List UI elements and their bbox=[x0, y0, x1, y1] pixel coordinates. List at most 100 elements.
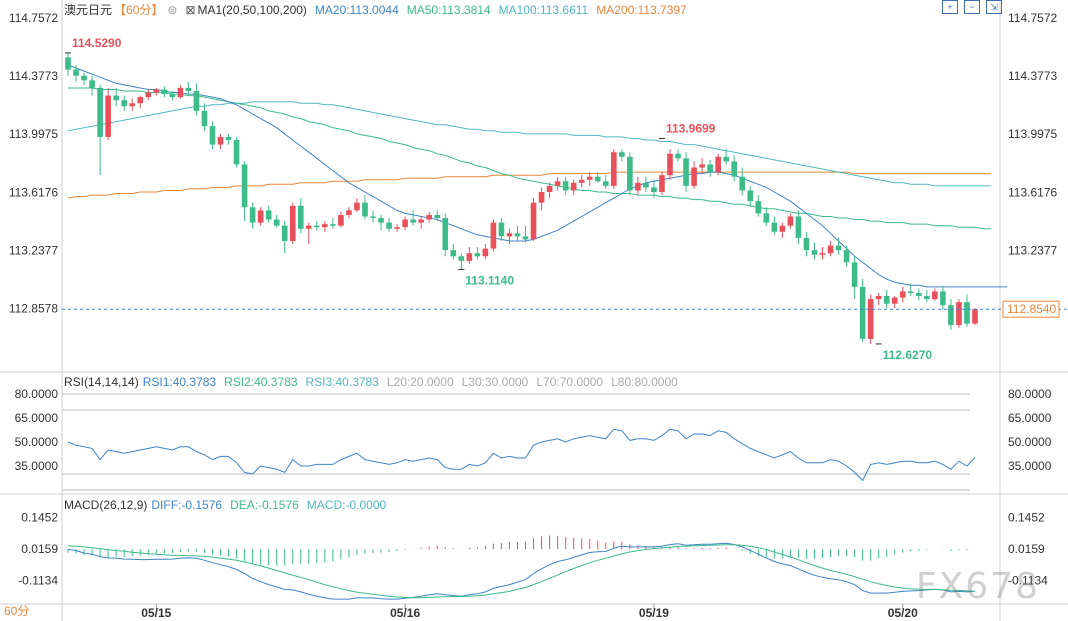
candle-body-61 bbox=[554, 181, 561, 186]
candle-body-55 bbox=[506, 233, 513, 237]
candle-body-87 bbox=[763, 213, 770, 223]
l30-value: L30:30.0000 bbox=[461, 375, 529, 389]
candle-body-103 bbox=[891, 297, 898, 304]
candle-body-96 bbox=[835, 245, 842, 251]
ma200-line bbox=[67, 171, 992, 199]
rsi-tick-label-right-1: 65.0000 bbox=[1008, 411, 1052, 425]
candle-body-11 bbox=[153, 89, 160, 93]
candle-body-48 bbox=[450, 250, 457, 257]
footer-period[interactable]: 60分 bbox=[4, 604, 30, 618]
candle-body-10 bbox=[145, 92, 152, 98]
candle-body-102 bbox=[883, 296, 890, 304]
rsi-tick-label-left-3: 35.0000 bbox=[15, 459, 59, 473]
candle-body-54 bbox=[498, 222, 505, 237]
rsi3-value: RSI3:40.3783 bbox=[305, 375, 379, 389]
candle-body-88 bbox=[771, 222, 778, 232]
candle-body-109 bbox=[940, 291, 946, 306]
rsi-tick-label-left-2: 50.0000 bbox=[15, 435, 59, 449]
diff-value: DIFF:-0.1576 bbox=[151, 498, 223, 512]
watermark-logo: FX678 bbox=[915, 566, 1040, 607]
ma20-line bbox=[67, 64, 1008, 288]
extreme-label-0: 114.5290 bbox=[72, 36, 122, 50]
y-tick-label-left-1: 114.3773 bbox=[9, 69, 58, 83]
candle-body-6 bbox=[113, 95, 119, 101]
candle-body-66 bbox=[594, 176, 601, 182]
candle-body-42 bbox=[402, 219, 408, 228]
macd-legend: MACD(26,12,9) DIFF:-0.1576 DEA:-0.1576 MACD… bbox=[64, 498, 394, 512]
candle-body-23 bbox=[249, 207, 256, 223]
candle-body-52 bbox=[482, 248, 489, 257]
candle-body-65 bbox=[586, 176, 593, 180]
candle-body-91 bbox=[795, 216, 802, 238]
candle-body-89 bbox=[779, 225, 786, 232]
candle-body-90 bbox=[787, 216, 794, 226]
macd-label[interactable]: MACD(26,12,9) bbox=[64, 498, 148, 512]
candle-icon: ⊠ bbox=[185, 3, 196, 17]
candle-body-46 bbox=[434, 214, 441, 219]
candle-body-34 bbox=[338, 214, 344, 226]
ma50-value: MA50:113.3814 bbox=[406, 3, 491, 17]
candle-body-111 bbox=[956, 302, 962, 326]
rsi-tick-label-right-2: 50.0000 bbox=[1008, 435, 1052, 449]
candle-body-29 bbox=[297, 205, 304, 229]
zoom-out-icon[interactable]: − bbox=[964, 0, 980, 14]
candle-body-18 bbox=[209, 126, 216, 145]
candle-body-59 bbox=[538, 191, 545, 203]
ma100-line bbox=[67, 101, 992, 187]
candle-body-97 bbox=[843, 250, 850, 263]
candle-body-2 bbox=[81, 75, 87, 81]
candle-body-69 bbox=[619, 152, 625, 157]
candle-body-36 bbox=[354, 202, 360, 211]
candle-body-105 bbox=[907, 291, 914, 293]
y-tick-label-right-3: 113.6176 bbox=[1008, 185, 1057, 199]
symbol-label: 澳元日元 bbox=[64, 3, 113, 17]
y-tick-label-right-4: 113.2377 bbox=[1008, 243, 1057, 257]
candle-body-22 bbox=[241, 164, 248, 208]
rsi-tick-label-left-0: 80.0000 bbox=[15, 387, 59, 401]
rsi-label[interactable]: RSI(14,14,14) bbox=[64, 375, 139, 389]
candle-body-106 bbox=[916, 292, 922, 297]
macd-tick-label-left-1: 0.0159 bbox=[21, 542, 58, 556]
candle-body-98 bbox=[851, 262, 858, 287]
candle-body-53 bbox=[490, 222, 497, 249]
ma-label[interactable]: MA1(20,50,100,200) bbox=[197, 3, 307, 17]
candle-body-86 bbox=[755, 201, 762, 214]
candle-body-12 bbox=[161, 89, 168, 95]
y-tick-label-left-2: 113.9975 bbox=[9, 127, 58, 141]
candle-body-75 bbox=[667, 153, 673, 176]
candle-body-67 bbox=[602, 181, 609, 186]
candle-body-4 bbox=[97, 87, 103, 137]
x-tick-label-2: 05/19 bbox=[639, 606, 669, 620]
rsi-tick-label-right-3: 35.0000 bbox=[1008, 459, 1052, 473]
candle-body-9 bbox=[137, 97, 144, 104]
candle-body-27 bbox=[281, 225, 288, 241]
y-tick-label-right-1: 114.3773 bbox=[1008, 69, 1057, 83]
indicator-settings-icon[interactable]: ⊜ bbox=[167, 3, 178, 17]
candle-body-7 bbox=[121, 100, 127, 107]
candle-body-25 bbox=[265, 210, 272, 220]
candle-body-108 bbox=[932, 291, 938, 300]
y-tick-label-left-0: 114.7572 bbox=[9, 11, 58, 25]
fullscreen-icon[interactable]: ⇲ bbox=[986, 0, 1002, 14]
ma200-value: MA200:113.7397 bbox=[596, 3, 687, 17]
ma50-line bbox=[68, 87, 992, 230]
candle-body-26 bbox=[273, 219, 280, 226]
candle-body-64 bbox=[578, 179, 585, 183]
macd-tick-label-right-0: 0.1452 bbox=[1008, 511, 1045, 525]
candle-body-20 bbox=[225, 136, 232, 140]
candle-body-31 bbox=[314, 225, 320, 228]
macd-value: MACD:-0.0000 bbox=[306, 498, 387, 512]
ma100-value: MA100:113.6611 bbox=[498, 3, 589, 17]
candle-body-104 bbox=[899, 291, 906, 298]
rsi-legend: RSI(14,14,14) RSI1:40.3783 RSI2:40.3783 RSI… bbox=[64, 375, 686, 389]
l70-value: L70:70.0000 bbox=[536, 375, 604, 389]
zoom-in-icon[interactable]: + bbox=[942, 0, 958, 14]
period-label[interactable]: 【60分】 bbox=[114, 3, 164, 17]
y-tick-label-left-5: 112.8578 bbox=[9, 302, 58, 316]
candle-body-101 bbox=[875, 296, 882, 300]
candle-body-44 bbox=[418, 219, 424, 223]
macd-tick-label-left-2: -0.1134 bbox=[18, 574, 58, 588]
y-tick-label-right-2: 113.9975 bbox=[1008, 127, 1057, 141]
candle-body-35 bbox=[346, 210, 352, 215]
candle-body-17 bbox=[201, 110, 208, 127]
